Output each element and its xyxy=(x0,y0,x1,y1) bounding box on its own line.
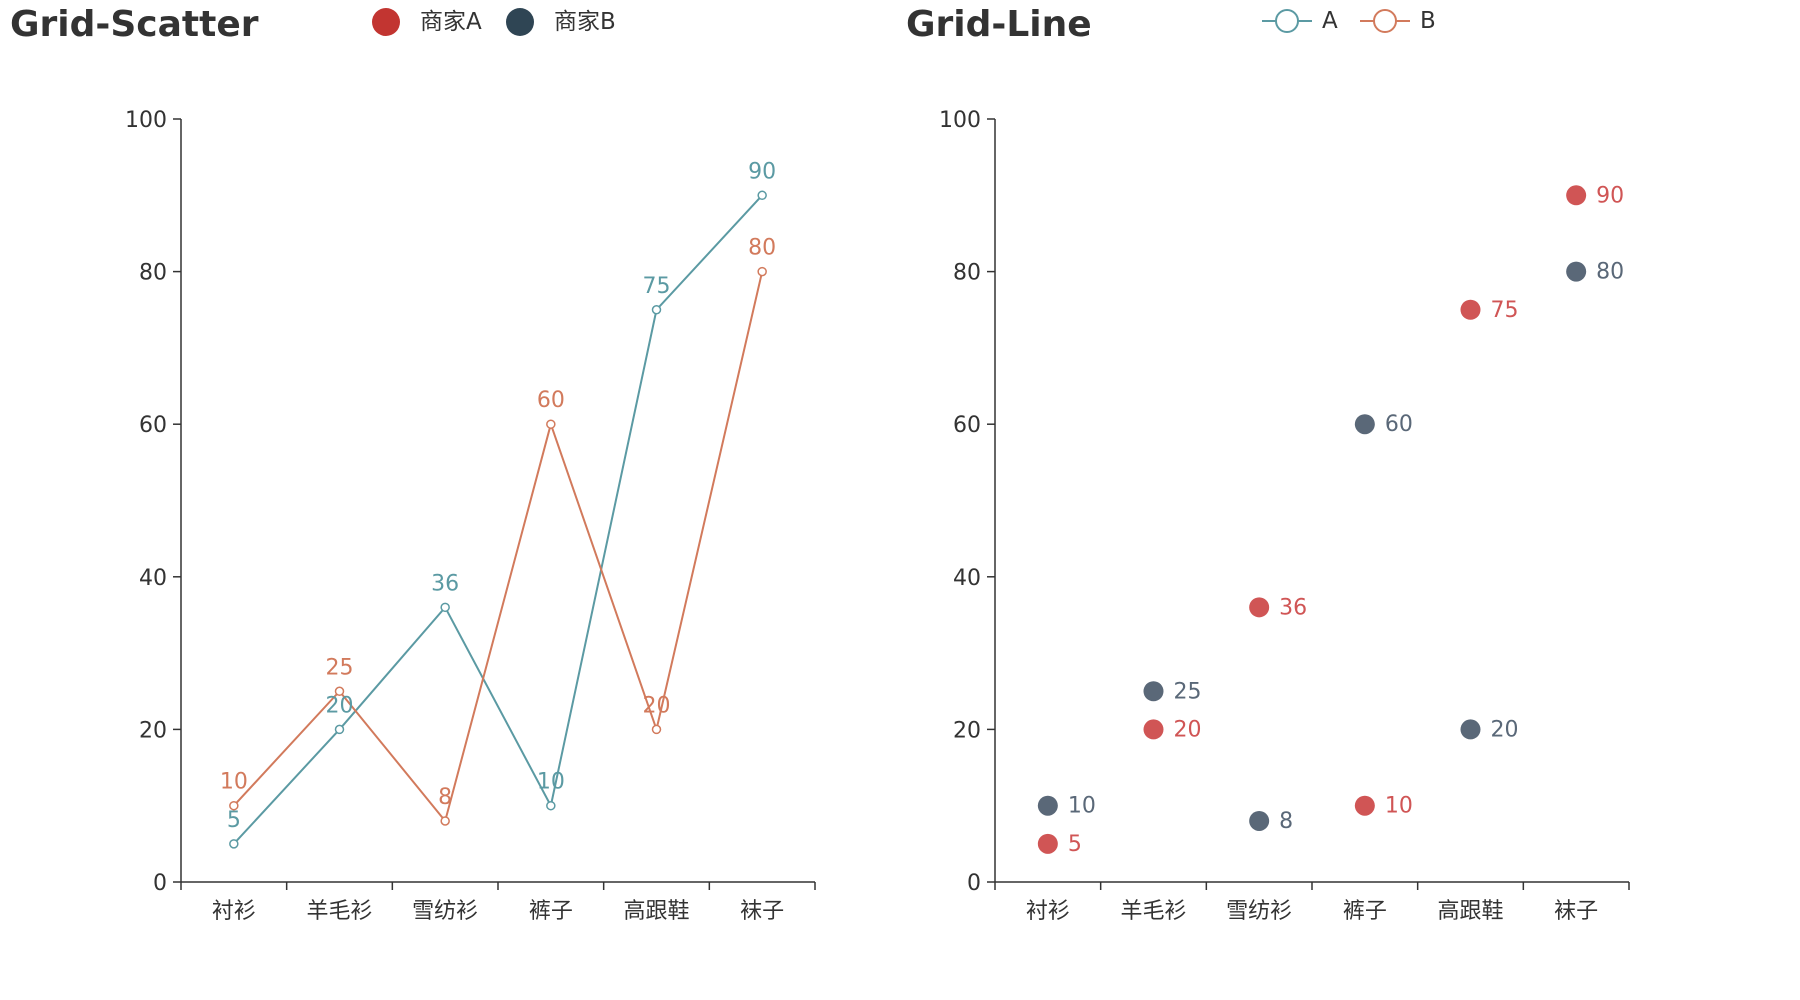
left-series-a-point[interactable] xyxy=(651,305,662,315)
right-legend-series-b-label: B xyxy=(1420,8,1436,34)
right-series-b-data-label: 60 xyxy=(1385,412,1413,437)
right-series-b-point[interactable] xyxy=(1566,261,1587,282)
right-series-a-point[interactable] xyxy=(1143,719,1164,740)
right-series-b-point[interactable] xyxy=(1143,681,1164,702)
left-series-b-point[interactable] xyxy=(229,800,239,811)
right-series-b-point[interactable] xyxy=(1249,810,1270,831)
right-plot-area: 0 20 40 60 80 100 衬衫 羊毛衫 雪纺衫 裤子 高跟鞋 袜子 5 20 36 10 75 90 10… xyxy=(939,108,1630,924)
right-series-a-data-label: 90 xyxy=(1596,183,1624,208)
left-legend-series-a-dot xyxy=(372,8,400,36)
right-legend-series-a-marker xyxy=(1275,9,1299,33)
right-series-a-data-label: 36 xyxy=(1279,595,1307,620)
right-series-a-point[interactable] xyxy=(1566,185,1587,206)
right-legend-series-b-marker xyxy=(1373,9,1397,33)
right-x-tick-label: 高跟鞋 xyxy=(1437,899,1503,924)
left-series-b-data-label: 20 xyxy=(643,693,671,718)
left-series-a-data-label: 5 xyxy=(227,808,241,833)
left-plot-area: 0 20 40 60 80 100 衬衫 羊毛衫 雪纺衫 裤子 高跟鞋 袜子 5 20 36 10 75 90 10… xyxy=(125,108,816,924)
left-legend-series-b-label: 商家B xyxy=(554,9,616,35)
left-x-tick-label: 雪纺衫 xyxy=(412,899,478,924)
left-y-tick-label: 20 xyxy=(139,718,167,743)
left-series-b-point[interactable] xyxy=(334,686,345,696)
right-series-b-data-label: 8 xyxy=(1279,809,1293,834)
right-chart: Grid-Line A B 0 20 40 60 80 100 衬衫 羊毛衫 雪纺衫 裤子 高跟鞋 袜… xyxy=(906,4,1630,924)
left-series-b-data-label: 25 xyxy=(326,655,354,680)
right-y-tick-label: 80 xyxy=(953,261,981,286)
left-legend-series-a-label: 商家A xyxy=(420,9,482,35)
right-x-tick-label: 衬衫 xyxy=(1026,899,1070,924)
left-series-a-data-label: 36 xyxy=(431,571,459,596)
right-y-tick-label: 100 xyxy=(939,108,981,133)
right-legend[interactable]: A B xyxy=(1262,8,1436,34)
right-series-b-point[interactable] xyxy=(1037,795,1058,816)
left-series-a-point[interactable] xyxy=(334,724,345,735)
right-series-b-data-label: 10 xyxy=(1068,794,1096,819)
left-series-b-data-label: 10 xyxy=(220,770,248,795)
left-x-tick-label: 羊毛衫 xyxy=(306,899,372,924)
left-series-b-point[interactable] xyxy=(440,816,450,826)
right-series-b-data-label: 80 xyxy=(1596,260,1624,285)
left-series-a-point[interactable] xyxy=(440,602,450,613)
right-chart-title: Grid-Line xyxy=(906,4,1092,45)
left-series-b-point[interactable] xyxy=(757,266,767,277)
left-y-tick-label: 40 xyxy=(139,566,167,591)
right-series-a-point[interactable] xyxy=(1249,597,1270,618)
left-y-tick-label: 80 xyxy=(139,261,167,286)
right-series-b-data-label: 20 xyxy=(1491,717,1519,742)
right-series-b-data-label: 25 xyxy=(1174,679,1202,704)
right-series-a-point[interactable] xyxy=(1354,795,1375,816)
left-series-a-data-label: 10 xyxy=(537,770,565,795)
left-series-b-data-label: 80 xyxy=(748,236,776,261)
left-series-b-data-label: 60 xyxy=(537,388,565,413)
left-y-tick-label: 100 xyxy=(125,108,167,133)
left-legend[interactable]: 商家A 商家B xyxy=(372,8,616,36)
right-x-tick-label: 袜子 xyxy=(1554,899,1598,924)
left-series-a-data-label: 75 xyxy=(643,274,671,299)
left-series-a-point[interactable] xyxy=(546,800,556,811)
right-series-b-point[interactable] xyxy=(1354,414,1375,435)
left-legend-series-b-dot xyxy=(506,8,534,36)
left-series-a-line xyxy=(233,194,763,845)
left-y-tick-label: 60 xyxy=(139,413,167,438)
right-series-b-point[interactable] xyxy=(1460,719,1481,740)
left-series-b-point[interactable] xyxy=(546,419,556,429)
left-x-tick-label: 裤子 xyxy=(529,899,573,924)
left-series-b-line xyxy=(233,271,764,824)
right-y-tick-label: 60 xyxy=(953,413,981,438)
left-series-a-point[interactable] xyxy=(229,839,239,849)
right-y-tick-label: 20 xyxy=(953,718,981,743)
right-x-tick-label: 羊毛衫 xyxy=(1120,899,1186,924)
left-x-tick-label: 衬衫 xyxy=(212,899,256,924)
right-legend-series-a-label: A xyxy=(1322,8,1338,34)
left-series-b-point[interactable] xyxy=(651,724,662,735)
right-series-a-data-label: 10 xyxy=(1385,794,1413,819)
right-series-a-data-label: 5 xyxy=(1068,832,1082,857)
left-series-a-data-label: 20 xyxy=(326,693,354,718)
right-y-tick-label: 40 xyxy=(953,566,981,591)
left-x-tick-label: 高跟鞋 xyxy=(623,899,689,924)
left-x-tick-label: 袜子 xyxy=(740,899,784,924)
left-chart-title: Grid-Scatter xyxy=(10,4,259,45)
left-series-a-data-label: 90 xyxy=(748,159,776,184)
right-series-a-point[interactable] xyxy=(1037,833,1058,854)
right-y-tick-label: 0 xyxy=(967,871,981,896)
left-y-tick-label: 0 xyxy=(153,871,167,896)
right-series-a-point[interactable] xyxy=(1460,299,1481,320)
right-series-a-data-label: 75 xyxy=(1491,298,1519,323)
left-chart: Grid-Scatter 商家A 商家B 0 20 40 60 80 100 衬衫 羊毛衫 雪纺… xyxy=(10,4,816,924)
left-series-a-point[interactable] xyxy=(757,190,767,201)
left-series-b-data-label: 8 xyxy=(438,785,452,810)
right-x-tick-label: 裤子 xyxy=(1343,899,1387,924)
right-x-tick-label: 雪纺衫 xyxy=(1226,899,1292,924)
right-series-a-data-label: 20 xyxy=(1174,717,1202,742)
